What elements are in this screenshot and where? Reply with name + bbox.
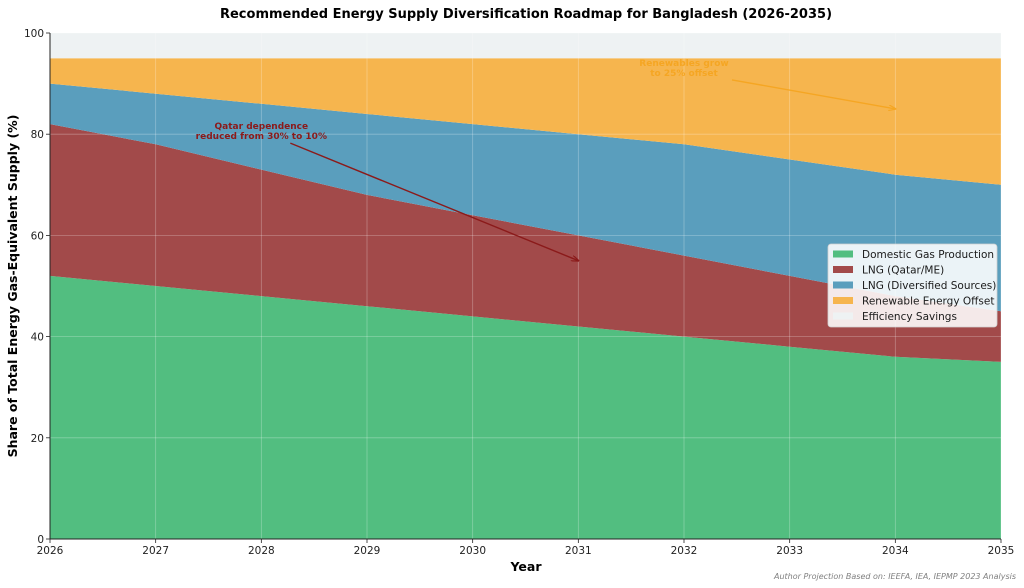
source-footnote: Author Projection Based on: IEEFA, IEA, … (773, 572, 1016, 581)
area-domestic-gas-production (50, 275, 1001, 539)
legend-label: Renewable Energy Offset (862, 296, 994, 308)
area-lng-qatar-me (50, 124, 1001, 362)
x-tick-label: 2031 (565, 545, 592, 557)
y-tick-label: 80 (31, 129, 44, 141)
legend-swatch (833, 312, 853, 320)
area-efficiency-savings (50, 33, 1001, 59)
annotation-text: to 25% offset (650, 69, 718, 79)
area-lng-diversified-sources (50, 83, 1001, 312)
legend-swatch (833, 266, 853, 273)
legend-swatch (833, 297, 853, 304)
legend-label: Efficiency Savings (862, 311, 957, 323)
y-tick-label: 20 (31, 433, 44, 445)
y-tick-label: 60 (31, 230, 44, 242)
y-axis-label: Share of Total Energy Gas-Equivalent Sup… (5, 115, 20, 458)
x-tick-label: 2030 (459, 545, 486, 557)
x-axis-label: Year (510, 559, 543, 574)
y-axis-ticks: 0 20 40 60 80 100 (24, 28, 50, 546)
x-tick-label: 2032 (671, 545, 698, 557)
legend-swatch (833, 250, 853, 258)
x-tick-label: 2029 (354, 545, 381, 557)
legend-swatch (833, 281, 853, 289)
legend-label: LNG (Qatar/ME) (862, 265, 944, 277)
chart-title: Recommended Energy Supply Diversificatio… (220, 7, 832, 22)
legend-box (827, 243, 998, 328)
legend-label: Domestic Gas Production (862, 249, 994, 261)
x-tick-label: 2028 (248, 545, 275, 557)
annotation-text: reduced from 30% to 10% (196, 132, 327, 142)
annotation-arrow (290, 142, 578, 261)
y-tick-label: 0 (37, 534, 44, 546)
x-tick-label: 2026 (37, 545, 64, 557)
annotation-text: Renewables grow (639, 59, 728, 69)
annotation-text: Qatar dependence (215, 122, 309, 132)
x-tick-label: 2027 (142, 545, 169, 557)
y-tick-label: 100 (24, 28, 44, 40)
legend-label: LNG (Diversified Sources) (862, 280, 996, 292)
axes (49, 33, 1001, 540)
legend: Domestic Gas Production LNG (Qatar/ME) LNG… (827, 243, 998, 328)
x-axis-ticks: 2026 2027 2028 2029 2030 2031 2032 2033 2034 2035 (37, 539, 1015, 557)
x-tick-label: 2035 (988, 545, 1015, 557)
stacked-areas (50, 33, 1001, 539)
y-tick-label: 40 (31, 332, 44, 344)
area-renewable-energy-offset (50, 58, 1001, 185)
annotation-arrow (731, 79, 895, 109)
x-tick-label: 2034 (882, 545, 909, 557)
x-tick-label: 2033 (776, 545, 803, 557)
